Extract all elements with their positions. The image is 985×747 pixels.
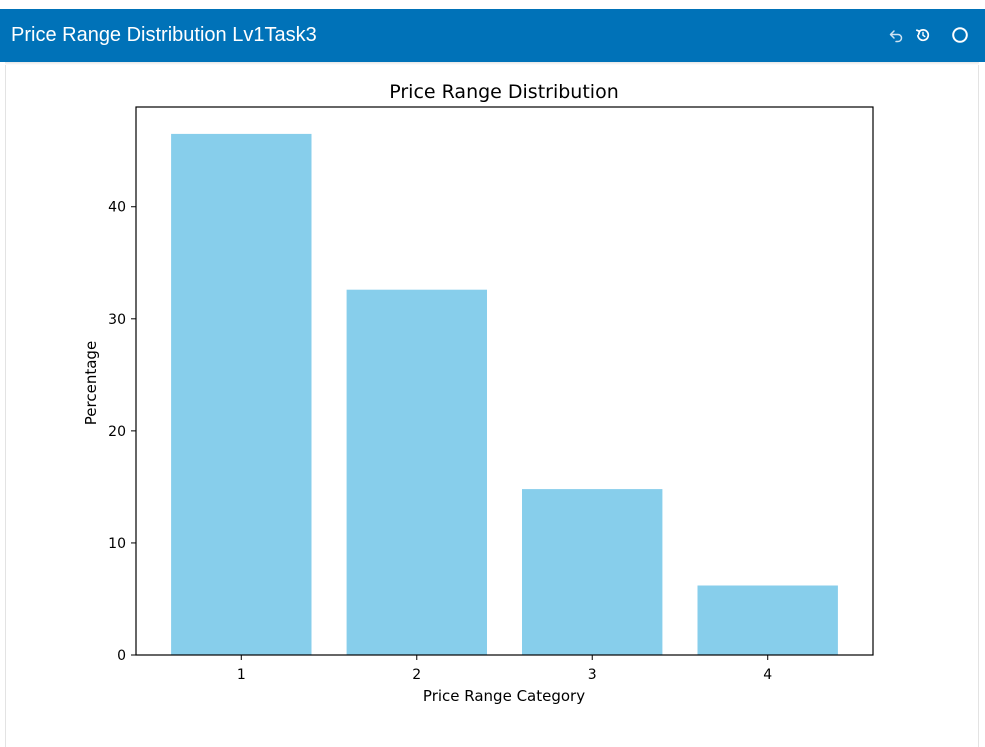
bar-4 xyxy=(697,585,838,655)
window-titlebar: Price Range Distribution Lv1Task3 xyxy=(0,9,985,62)
bar-1 xyxy=(171,133,312,655)
y-axis: 0 10 20 30 40 xyxy=(108,200,136,664)
top-strip xyxy=(0,0,985,9)
y-tick-label-10: 10 xyxy=(108,536,126,552)
bars-group xyxy=(171,133,838,655)
chart-title: Price Range Distribution xyxy=(389,81,619,103)
plot-frame xyxy=(135,106,874,656)
panel-shadow xyxy=(5,62,979,65)
x-tick-label-3: 3 xyxy=(588,667,597,683)
y-axis-label: Percentage xyxy=(82,341,100,425)
reset-icon[interactable] xyxy=(913,25,933,45)
y-tick-label-40: 40 xyxy=(108,200,126,216)
bar-3 xyxy=(522,489,663,655)
x-axis-label: Price Range Category xyxy=(423,687,585,705)
window-title: Price Range Distribution Lv1Task3 xyxy=(11,24,317,46)
x-tick-label-4: 4 xyxy=(763,667,772,683)
y-tick-label-30: 30 xyxy=(108,312,126,328)
x-tick-label-2: 2 xyxy=(412,667,421,683)
x-tick-label-1: 1 xyxy=(237,667,246,683)
bar-2 xyxy=(346,289,487,655)
y-tick-label-0: 0 xyxy=(117,648,126,664)
y-tick-label-20: 20 xyxy=(108,424,126,440)
close-icon[interactable] xyxy=(950,25,970,45)
undo-icon[interactable] xyxy=(886,25,906,45)
x-axis: 1 2 3 4 xyxy=(237,655,772,683)
